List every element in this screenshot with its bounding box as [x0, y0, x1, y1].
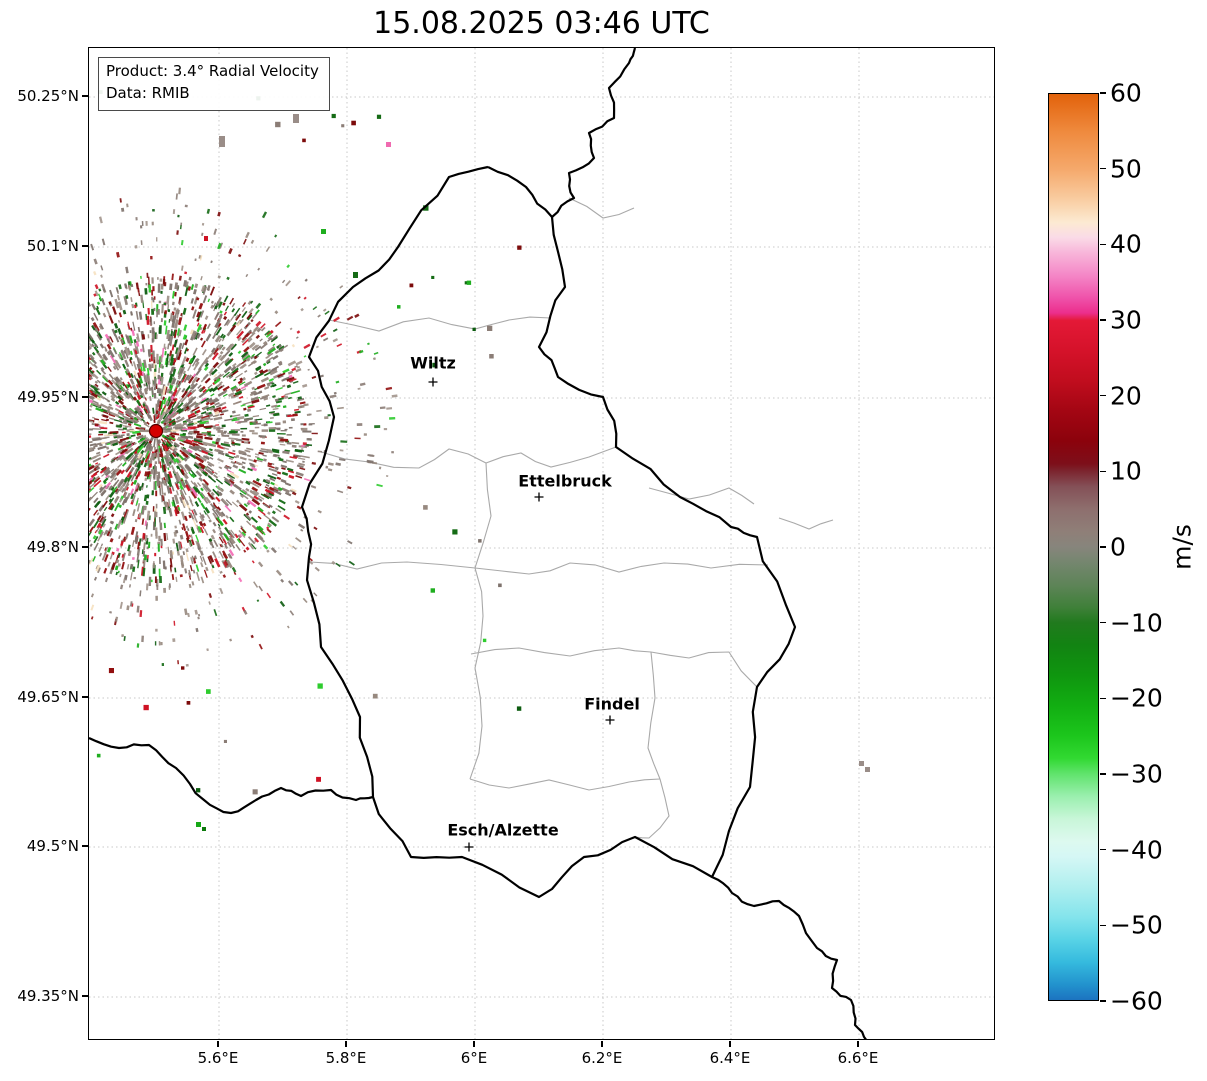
x-tick-label: 6°E: [460, 1049, 488, 1067]
colorbar-tick-label: −20: [1110, 683, 1163, 713]
y-tick-label: 50.1°N: [26, 237, 79, 255]
data-source-label: Data: RMIB: [106, 83, 190, 102]
district-borders: [309, 197, 834, 839]
x-tick-label: 6.2°E: [581, 1049, 623, 1067]
colorbar-tick-mark: [1100, 924, 1106, 927]
colorbar-tick-label: 40: [1110, 229, 1142, 259]
colorbar-tick-mark: [1100, 167, 1106, 170]
colorbar-tick-mark: [1100, 621, 1106, 624]
radar-site-marker: [148, 423, 164, 439]
city-plus-marker: [605, 715, 615, 725]
gridlines: [89, 48, 994, 1039]
colorbar-tick-label: 0: [1110, 532, 1126, 562]
colorbar-tick-label: −60: [1110, 986, 1163, 1016]
colorbar-tick-label: −30: [1110, 759, 1163, 789]
colorbar-tick-label: 50: [1110, 154, 1142, 184]
colorbar-tick-label: −50: [1110, 910, 1163, 940]
y-tick-mark: [82, 546, 88, 548]
x-tick-label: 5.8°E: [325, 1049, 367, 1067]
y-tick-mark: [82, 696, 88, 698]
city-plus-marker: [464, 842, 474, 852]
y-tick-mark: [82, 95, 88, 97]
x-tick-mark: [857, 1041, 859, 1047]
city-plus-marker: [534, 492, 544, 502]
city-label: Ettelbruck: [518, 471, 612, 491]
y-tick-mark: [82, 995, 88, 997]
colorbar-tick-mark: [1100, 92, 1106, 94]
y-tick-mark: [82, 245, 88, 247]
y-tick-label: 49.5°N: [26, 837, 79, 855]
colorbar-tick-mark: [1100, 394, 1106, 397]
colorbar-tick-label: 10: [1110, 456, 1142, 486]
y-tick-label: 50.25°N: [17, 87, 79, 105]
x-tick-mark: [345, 1041, 347, 1047]
colorbar-tick-mark: [1100, 1000, 1106, 1002]
plot-title: 15.08.2025 03:46 UTC: [373, 6, 710, 41]
city-plus-marker: [428, 377, 438, 387]
product-label: Product: 3.4° Radial Velocity: [106, 62, 319, 80]
map-plot: Product: 3.4° Radial Velocity Data: RMIB…: [88, 47, 995, 1040]
colorbar-tick-label: 20: [1110, 381, 1142, 411]
colorbar-tick-mark: [1100, 243, 1106, 246]
x-tick-mark: [601, 1041, 603, 1047]
colorbar-tick-mark: [1100, 319, 1106, 321]
colorbar-tick-mark: [1100, 773, 1106, 775]
city-label: Findel: [584, 694, 640, 714]
colorbar: [1048, 93, 1099, 1001]
info-box: Product: 3.4° Radial Velocity Data: RMIB: [98, 57, 330, 111]
colorbar-tick-mark: [1100, 848, 1106, 851]
country-borders: [89, 48, 867, 1039]
colorbar-tick-label: −10: [1110, 608, 1163, 638]
x-tick-label: 5.6°E: [197, 1049, 239, 1067]
colorbar-tick-mark: [1100, 546, 1106, 548]
city-label: Esch/Alzette: [447, 820, 559, 840]
y-tick-label: 49.65°N: [17, 688, 79, 706]
x-tick-mark: [217, 1041, 219, 1047]
y-tick-label: 49.8°N: [26, 538, 79, 556]
radar-echoes: [89, 90, 870, 831]
colorbar-unit-label: m/s: [1167, 524, 1197, 570]
y-tick-label: 49.35°N: [17, 987, 79, 1005]
city-markers: [428, 377, 615, 852]
colorbar-tick-mark: [1100, 697, 1106, 700]
y-tick-mark: [82, 396, 88, 398]
y-tick-label: 49.95°N: [17, 388, 79, 406]
colorbar-tick-mark: [1100, 470, 1106, 473]
x-tick-label: 6.6°E: [837, 1049, 879, 1067]
city-label: Wiltz: [410, 353, 456, 373]
x-tick-label: 6.4°E: [709, 1049, 751, 1067]
colorbar-tick-label: 30: [1110, 305, 1142, 335]
colorbar-tick-label: 60: [1110, 78, 1142, 108]
x-tick-mark: [473, 1041, 475, 1047]
colorbar-tick-label: −40: [1110, 835, 1163, 865]
x-tick-mark: [729, 1041, 731, 1047]
y-tick-mark: [82, 845, 88, 847]
